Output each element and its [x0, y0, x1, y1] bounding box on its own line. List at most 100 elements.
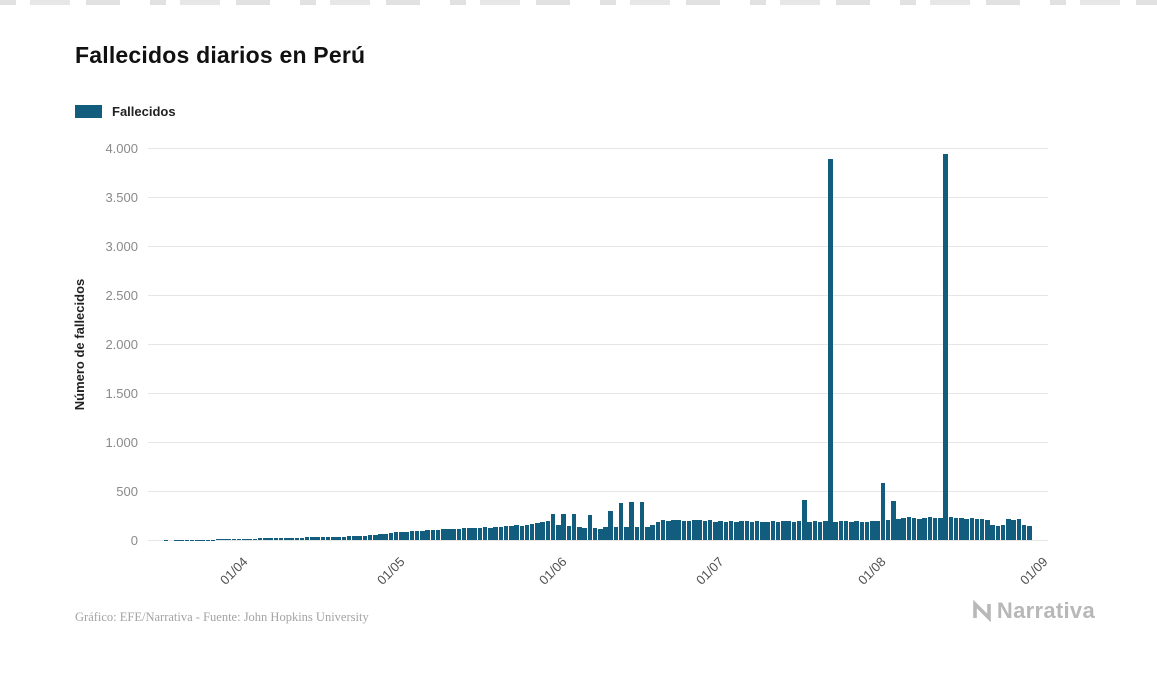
- bar[interactable]: [529, 523, 535, 540]
- bar[interactable]: [823, 521, 828, 540]
- bar[interactable]: [441, 529, 446, 540]
- bar[interactable]: [639, 502, 645, 540]
- bar[interactable]: [671, 519, 676, 540]
- bar[interactable]: [603, 527, 608, 540]
- legend-item-fallecidos[interactable]: Fallecidos: [75, 104, 176, 119]
- bar[interactable]: [911, 518, 917, 540]
- bar[interactable]: [273, 538, 279, 540]
- bar[interactable]: [556, 525, 561, 540]
- bar[interactable]: [927, 517, 933, 540]
- bar[interactable]: [221, 539, 226, 540]
- bar[interactable]: [289, 537, 294, 540]
- bar[interactable]: [922, 517, 927, 540]
- bar[interactable]: [734, 521, 739, 540]
- bar[interactable]: [870, 521, 875, 540]
- bar[interactable]: [393, 532, 399, 540]
- bar[interactable]: [373, 534, 378, 540]
- bar[interactable]: [550, 513, 556, 540]
- bar[interactable]: [964, 518, 969, 540]
- bar[interactable]: [655, 521, 661, 540]
- bar[interactable]: [446, 529, 451, 540]
- bar[interactable]: [885, 519, 891, 540]
- bar[interactable]: [692, 520, 697, 540]
- bar[interactable]: [461, 528, 467, 540]
- bar[interactable]: [367, 535, 373, 540]
- bar[interactable]: [995, 525, 1001, 540]
- bar[interactable]: [786, 521, 791, 540]
- bar[interactable]: [514, 525, 519, 540]
- bar[interactable]: [796, 521, 802, 540]
- bar[interactable]: [838, 521, 844, 540]
- bar[interactable]: [1006, 519, 1011, 540]
- bar[interactable]: [341, 536, 347, 540]
- bar[interactable]: [346, 536, 352, 540]
- bar[interactable]: [477, 528, 483, 540]
- bar[interactable]: [226, 539, 231, 540]
- bar[interactable]: [598, 528, 603, 540]
- bar[interactable]: [299, 537, 305, 540]
- bar[interactable]: [362, 535, 368, 540]
- bar[interactable]: [566, 526, 572, 540]
- bar[interactable]: [896, 518, 901, 540]
- bar[interactable]: [739, 521, 744, 540]
- bar[interactable]: [723, 521, 729, 540]
- bar[interactable]: [702, 520, 708, 540]
- bar[interactable]: [1000, 524, 1006, 540]
- bar[interactable]: [524, 524, 530, 540]
- bar[interactable]: [828, 158, 833, 540]
- bar[interactable]: [577, 526, 582, 540]
- bar[interactable]: [263, 538, 268, 540]
- bar[interactable]: [880, 483, 886, 540]
- bar[interactable]: [974, 518, 980, 540]
- bar[interactable]: [336, 536, 341, 540]
- bar[interactable]: [749, 521, 755, 540]
- bar[interactable]: [608, 510, 613, 540]
- bar[interactable]: [802, 499, 807, 540]
- bar[interactable]: [247, 538, 252, 540]
- bar[interactable]: [686, 521, 692, 540]
- bar[interactable]: [420, 531, 425, 540]
- bar[interactable]: [744, 521, 749, 540]
- bar[interactable]: [760, 521, 765, 540]
- bar[interactable]: [378, 534, 383, 540]
- bar[interactable]: [1016, 518, 1022, 540]
- bar[interactable]: [268, 538, 273, 540]
- bar[interactable]: [519, 525, 524, 540]
- bar[interactable]: [807, 521, 812, 540]
- bar[interactable]: [666, 520, 671, 540]
- bar[interactable]: [953, 517, 959, 540]
- bar[interactable]: [728, 521, 734, 540]
- bar[interactable]: [409, 531, 415, 540]
- bar[interactable]: [257, 538, 263, 540]
- bar[interactable]: [985, 519, 990, 540]
- bar[interactable]: [613, 526, 619, 540]
- bar[interactable]: [817, 521, 823, 540]
- bar[interactable]: [231, 538, 237, 540]
- bar[interactable]: [498, 527, 504, 540]
- bar[interactable]: [681, 520, 687, 540]
- bar[interactable]: [383, 533, 388, 540]
- bar[interactable]: [1027, 526, 1032, 540]
- bar[interactable]: [509, 525, 514, 540]
- bar[interactable]: [456, 529, 462, 540]
- bar[interactable]: [545, 520, 551, 540]
- bar[interactable]: [493, 526, 498, 540]
- bar[interactable]: [472, 527, 477, 540]
- bar[interactable]: [325, 537, 331, 540]
- bar[interactable]: [843, 521, 849, 540]
- bar[interactable]: [629, 501, 634, 540]
- bar[interactable]: [660, 520, 666, 540]
- bar[interactable]: [535, 522, 540, 540]
- bar[interactable]: [357, 535, 362, 540]
- bar[interactable]: [990, 525, 995, 540]
- bar[interactable]: [891, 500, 896, 540]
- bar[interactable]: [304, 537, 310, 540]
- bar[interactable]: [315, 537, 320, 540]
- bar[interactable]: [707, 520, 713, 540]
- bar[interactable]: [503, 526, 509, 540]
- bar[interactable]: [645, 526, 650, 540]
- bar[interactable]: [451, 528, 456, 540]
- bar[interactable]: [854, 521, 859, 540]
- bar[interactable]: [634, 527, 640, 540]
- bar[interactable]: [676, 520, 681, 540]
